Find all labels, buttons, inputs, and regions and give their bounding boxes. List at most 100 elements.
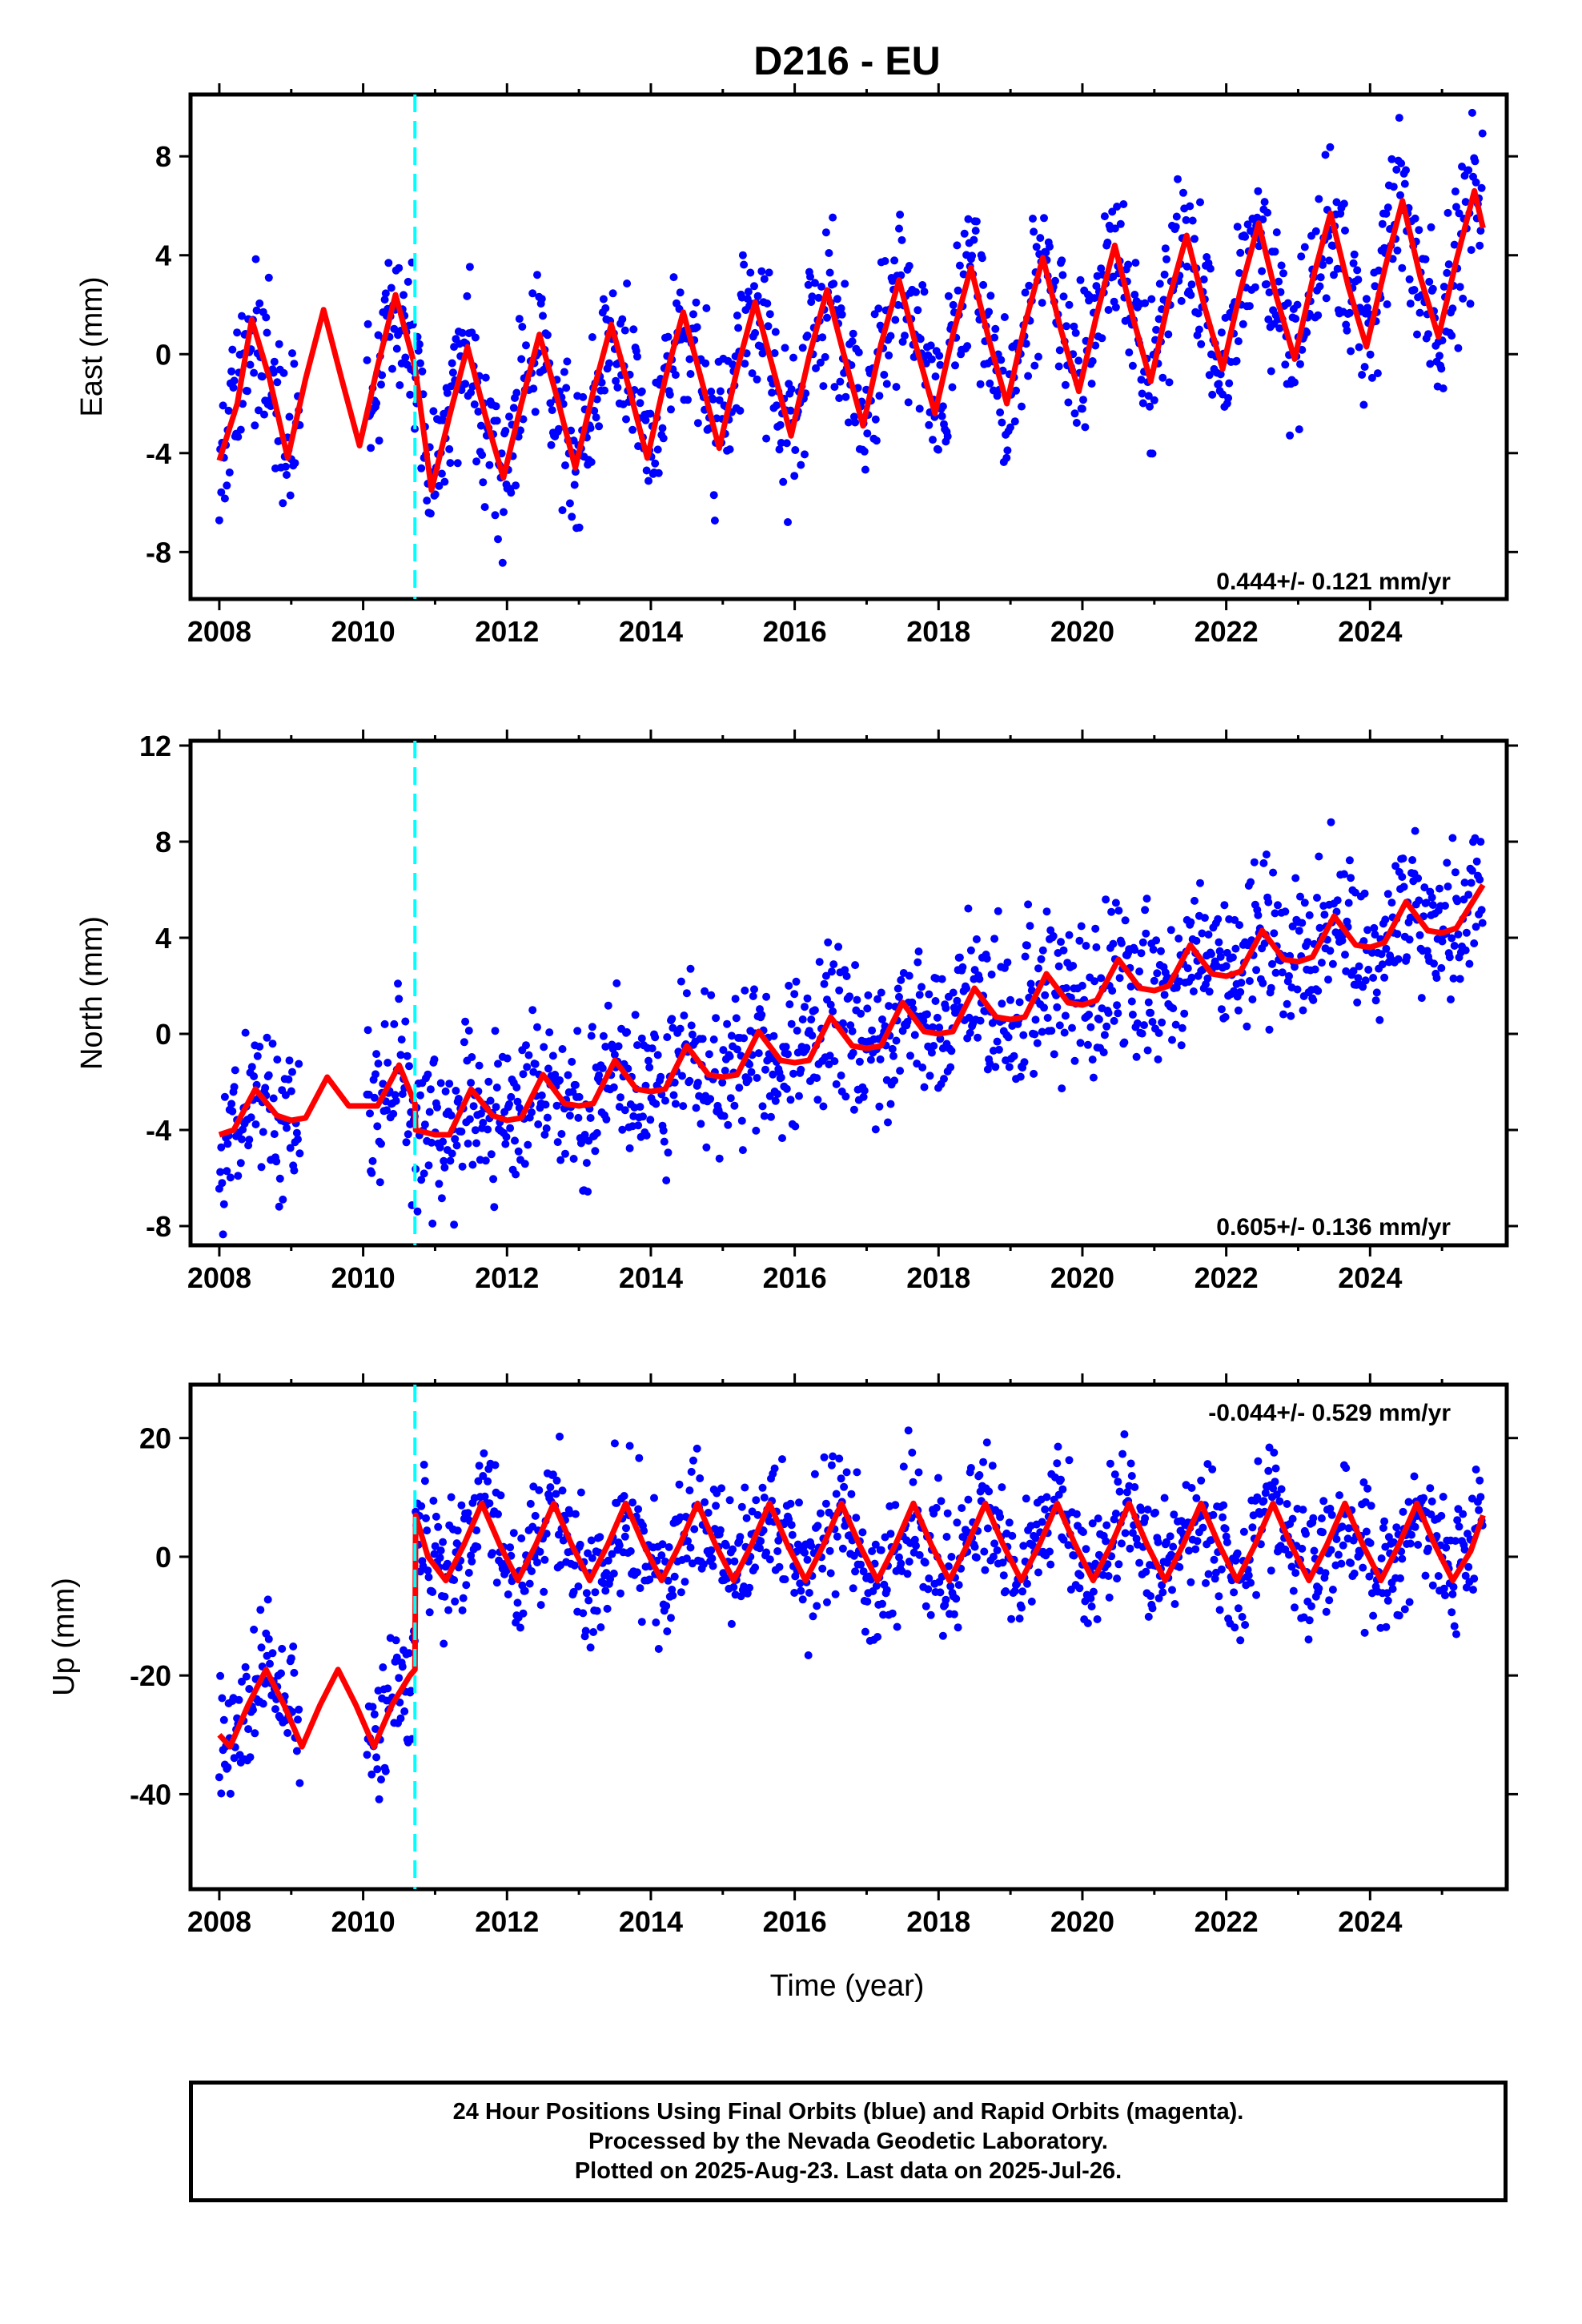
- north-data-point: [491, 1027, 500, 1035]
- north-data-point: [687, 1021, 696, 1030]
- north-data-point: [464, 1140, 472, 1148]
- east-data-point: [1326, 143, 1335, 151]
- east-data-point: [1152, 325, 1161, 334]
- north-data-point: [938, 975, 946, 983]
- east-data-point: [1275, 277, 1283, 286]
- up-data-point: [1464, 1562, 1473, 1571]
- east-data-point: [959, 270, 968, 279]
- east-data-point: [1396, 191, 1404, 199]
- up-data-point: [832, 1490, 841, 1498]
- up-data-point: [983, 1524, 992, 1533]
- east-data-point: [972, 217, 981, 226]
- north-data-point: [646, 1116, 655, 1124]
- up-data-point: [773, 1547, 782, 1555]
- north-data-point: [1099, 1048, 1108, 1057]
- up-data-point: [1265, 1443, 1274, 1452]
- up-data-point: [480, 1449, 488, 1458]
- up-data-point: [944, 1562, 953, 1570]
- east-data-point: [897, 235, 906, 244]
- up-data-point: [868, 1547, 877, 1555]
- up-data-point: [1252, 1590, 1261, 1599]
- north-data-point: [1114, 907, 1123, 915]
- north-data-point: [889, 1051, 897, 1060]
- up-data-point: [1319, 1528, 1327, 1537]
- north-data-point: [792, 977, 801, 986]
- up-data-point: [363, 1751, 371, 1759]
- east-data-point: [776, 420, 785, 429]
- east-data-point: [1003, 446, 1012, 455]
- east-data-point: [220, 494, 229, 503]
- up-data-point: [982, 1438, 991, 1447]
- north-data-point: [236, 1159, 245, 1168]
- east-data-point: [786, 406, 795, 415]
- north-data-point: [295, 1149, 304, 1158]
- north-data-point: [740, 1034, 749, 1043]
- east-data-point: [1314, 311, 1323, 320]
- north-data-point: [1405, 935, 1414, 944]
- north-data-point: [873, 995, 882, 1003]
- up-data-point: [879, 1610, 888, 1619]
- east-data-point: [1425, 277, 1434, 286]
- east-data-point: [782, 439, 791, 448]
- east-data-point: [1367, 373, 1376, 382]
- up-data-point: [942, 1595, 950, 1604]
- east-data-point: [1415, 308, 1424, 317]
- east-data-point: [1070, 409, 1079, 418]
- up-x-tick-label: 2012: [475, 1905, 539, 1938]
- up-data-point: [245, 1685, 254, 1693]
- east-data-point: [1296, 360, 1304, 368]
- north-data-point: [1367, 948, 1376, 957]
- up-data-point: [762, 1548, 771, 1557]
- east-data-point: [901, 332, 909, 340]
- east-data-point: [985, 308, 994, 316]
- up-data-point: [453, 1526, 462, 1535]
- north-x-tick-label: 2010: [331, 1261, 396, 1294]
- north-data-point: [1196, 879, 1204, 887]
- east-data-point: [1162, 255, 1170, 263]
- east-data-point: [970, 235, 978, 244]
- up-data-point: [637, 1618, 646, 1626]
- north-data-point: [962, 984, 971, 993]
- north-data-point: [1192, 936, 1201, 945]
- east-data-point: [1358, 371, 1367, 379]
- north-data-point: [1120, 1038, 1129, 1047]
- up-data-point: [447, 1493, 456, 1502]
- up-data-point: [998, 1483, 1006, 1492]
- north-data-point: [588, 1023, 596, 1031]
- north-y-tick-label: -4: [146, 1114, 171, 1147]
- up-data-point: [1094, 1514, 1102, 1523]
- north-data-point: [1146, 1008, 1155, 1017]
- east-data-point: [1315, 195, 1323, 203]
- up-panel: 2008 2010 2012 2014 2016 2018 2020 2022 2024200-…: [47, 1373, 1518, 2003]
- up-data-point: [1253, 1493, 1262, 1502]
- up-data-point: [459, 1594, 468, 1602]
- up-ticks: 2008 2010 2012 2014 2016 2018 2020 2022 2024200-…: [130, 1373, 1518, 1938]
- north-data-point: [512, 1083, 521, 1092]
- up-data-point: [571, 1510, 580, 1518]
- north-data-point: [897, 975, 905, 984]
- up-data-point: [528, 1567, 536, 1575]
- east-data-point: [949, 300, 958, 309]
- up-data-point: [1410, 1472, 1419, 1481]
- up-data-point: [1396, 1574, 1404, 1582]
- up-data-point: [942, 1533, 951, 1541]
- east-data-point: [789, 353, 797, 362]
- up-data-point: [492, 1578, 501, 1587]
- east-data-point: [1421, 255, 1430, 263]
- east-data-point: [1373, 369, 1382, 378]
- up-data-point: [250, 1625, 259, 1634]
- east-data-point: [996, 408, 1005, 416]
- up-data-point: [1087, 1602, 1096, 1610]
- north-data-point: [1187, 973, 1196, 982]
- up-data-point: [847, 1490, 856, 1498]
- up-data-point: [1223, 1538, 1231, 1546]
- up-data-point: [439, 1538, 448, 1546]
- up-data-point: [1018, 1587, 1027, 1596]
- north-data-point: [489, 1175, 498, 1184]
- north-data-point: [1111, 899, 1120, 907]
- east-data-point: [1293, 300, 1302, 309]
- east-data-point: [693, 323, 701, 332]
- up-data-point: [699, 1560, 708, 1569]
- north-data-point: [824, 938, 833, 947]
- up-data-point: [899, 1462, 908, 1471]
